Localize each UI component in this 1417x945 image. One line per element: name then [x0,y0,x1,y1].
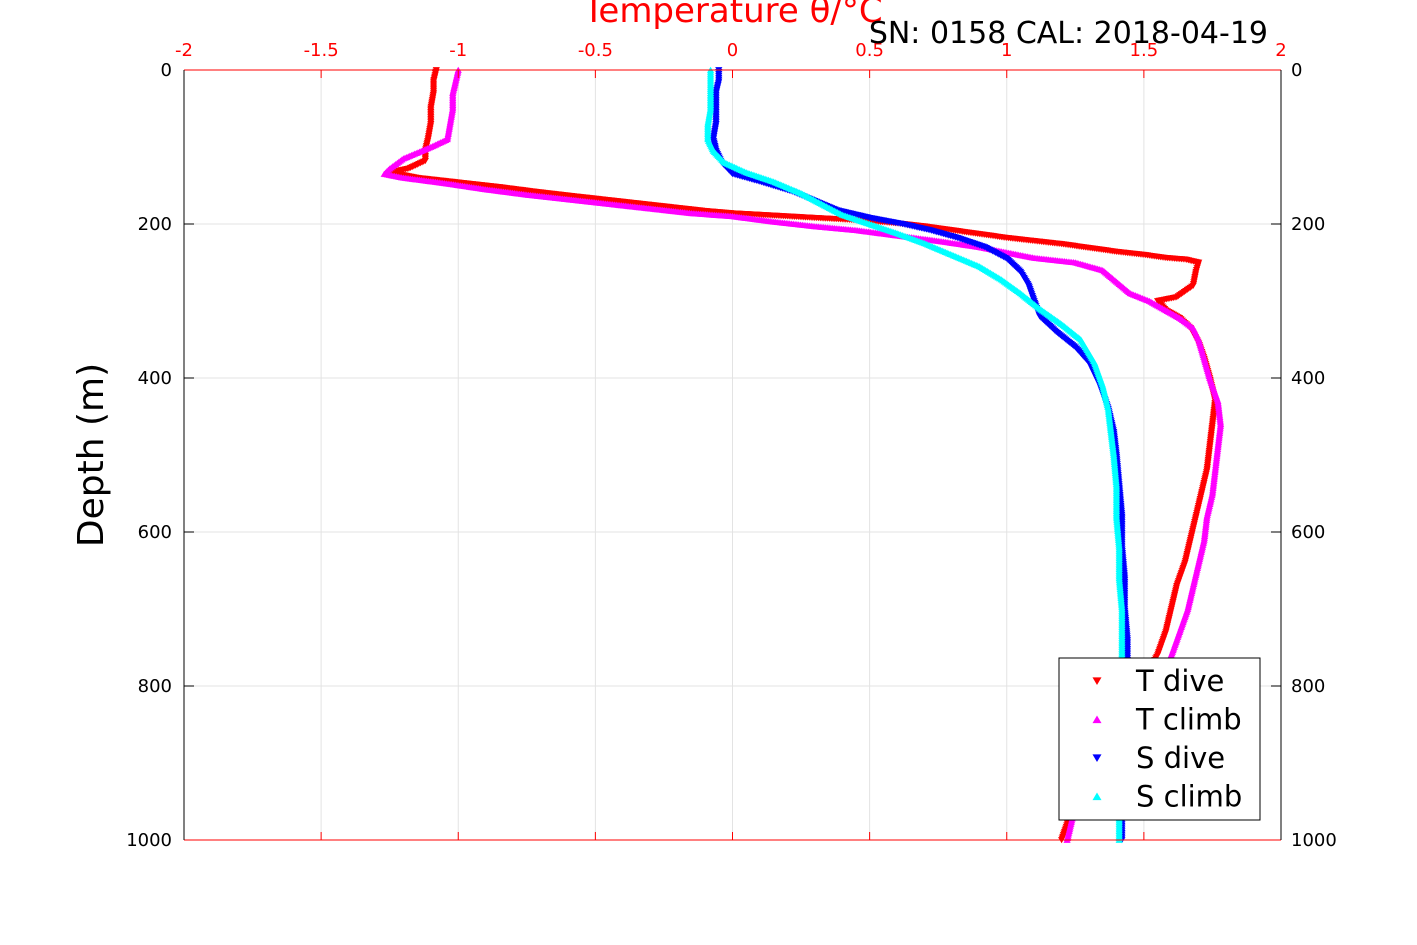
chart-subtitle: SN: 0158 CAL: 2018-04-19 [869,16,1268,51]
legend-box [1058,657,1261,821]
x-tick-label: -2 [175,40,193,61]
y-tick-label-right: 400 [1291,368,1325,389]
chart-title: Temperature θ/°C [582,0,882,31]
y-tick-label-left: 200 [138,214,172,235]
y-axis-label: Depth (m) [71,363,112,547]
y-tick-label-right: 800 [1291,676,1325,697]
y-tick-label-left: 600 [138,522,172,543]
y-tick-label-right: 200 [1291,214,1325,235]
x-tick-label: 0 [727,40,738,61]
legend-marker [1092,754,1102,763]
x-tick-label: 0.5 [855,40,884,61]
legend-label: T climb [1135,703,1242,737]
series-t-climb [380,66,1225,843]
x-tick-label: 1 [1001,40,1012,61]
legend-label: T dive [1135,664,1224,698]
legend-marker [1092,677,1102,686]
legend: T dive T climb S dive S climb [1058,657,1261,821]
legend-marker [1092,715,1102,724]
legend-label: S dive [1136,741,1225,775]
x-tick-label: -1 [449,40,467,61]
legend-marker [1092,792,1102,801]
series-s-climb [704,66,1126,843]
legend-label: S climb [1136,780,1242,814]
x-tick-label: -1.5 [304,40,339,61]
y-tick-label-right: 0 [1291,60,1302,81]
series-t-dive [386,67,1219,844]
y-tick-label-right: 1000 [1291,830,1337,851]
series-layer [380,66,1225,844]
x-tick-label: 1.5 [1130,40,1159,61]
x-tick-label: 2 [1275,40,1286,61]
y-tick-label-left: 800 [138,676,172,697]
y-tick-label-left: 1000 [126,830,172,851]
y-tick-label-left: 0 [161,60,172,81]
y-tick-label-left: 400 [138,368,172,389]
y-tick-label-right: 600 [1291,522,1325,543]
x-tick-label: -0.5 [578,40,613,61]
